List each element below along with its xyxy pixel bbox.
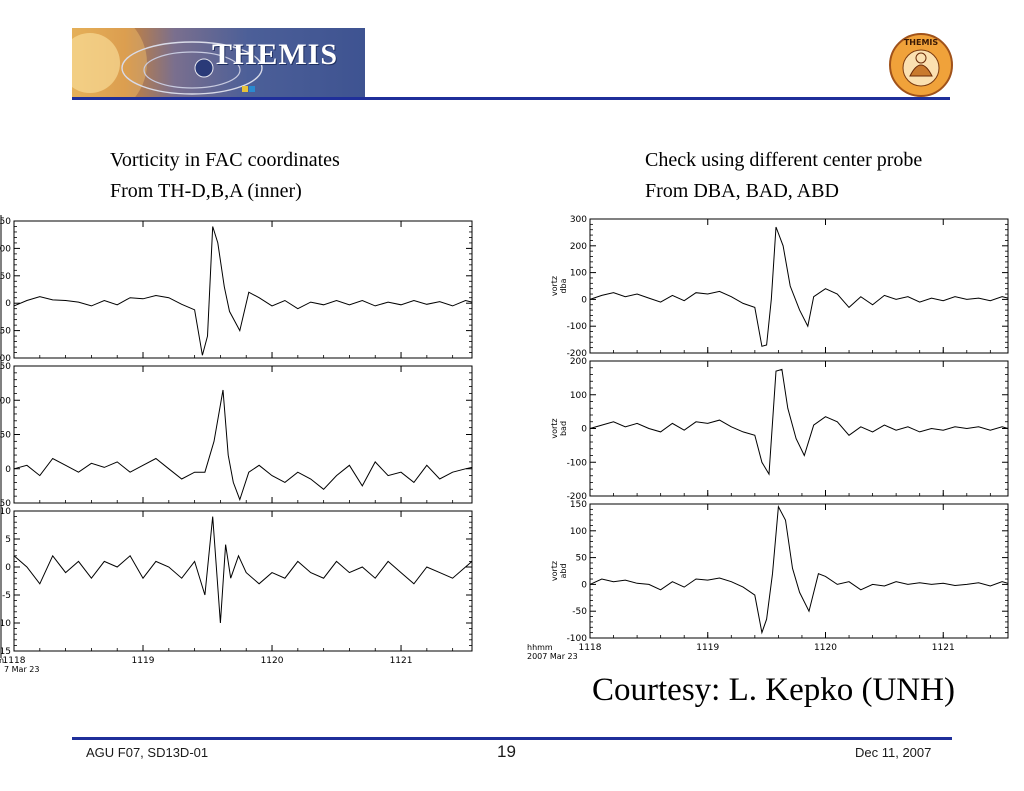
courtesy-text: Courtesy: L. Kepko (UNH) xyxy=(592,672,955,708)
y-tick-label: 100 xyxy=(570,527,587,537)
themis-logo: THEMIS xyxy=(889,33,953,97)
logo-text: THEMIS xyxy=(904,38,939,47)
y-tick-label: -100 xyxy=(567,458,588,468)
right-caption-line2: From DBA, BAD, ABD xyxy=(645,180,839,202)
footer-right: Dec 11, 2007 xyxy=(855,745,932,760)
x-tick-label: 1119 xyxy=(132,656,155,666)
y-tick-label: -200 xyxy=(567,492,588,502)
left-caption-line1: Vorticity in FAC coordinates xyxy=(110,149,340,171)
series-line xyxy=(13,389,473,502)
y-axis-label: bad xyxy=(559,421,568,436)
x-tick-label: 1120 xyxy=(261,656,284,666)
y-axis-label: abd xyxy=(559,563,568,578)
y-tick-label: -10 xyxy=(0,619,11,629)
left-caption-line2: From TH-D,B,A (inner) xyxy=(110,180,302,202)
y-tick-label: -50 xyxy=(0,327,11,337)
y-tick-label: -200 xyxy=(567,349,588,359)
y-tick-label: 150 xyxy=(0,362,11,372)
y-tick-label: -100 xyxy=(567,634,588,644)
x-tick-label: 1121 xyxy=(932,643,955,653)
banner-orbit-graphic xyxy=(72,28,263,98)
x-axis-date: 2007 Mar 23 xyxy=(527,652,578,661)
y-tick-label: 5 xyxy=(5,535,11,545)
x-tick-label: 1118 xyxy=(3,656,26,666)
panel-4: -200 -100 0 100 200 300 vortz dba xyxy=(550,215,1009,359)
series-line xyxy=(589,504,1009,635)
y-tick-label: -100 xyxy=(567,322,588,332)
header-rule xyxy=(365,97,950,100)
panel-2: -50050100150vortc xyxy=(0,362,473,509)
footer-left: AGU F07, SD13D-01 xyxy=(86,745,209,760)
series-line xyxy=(13,226,473,356)
y-axis-label: dba xyxy=(559,278,568,293)
y-tick-label: 10 xyxy=(0,507,11,517)
y-tick-label: 50 xyxy=(0,431,11,441)
y-axis-label: vortz xyxy=(550,418,559,438)
panel-frame xyxy=(589,218,1009,354)
panel-frame xyxy=(13,365,473,504)
left-caption: Vorticity in FAC coordinates From TH-D,B… xyxy=(110,145,340,207)
y-tick-label: 100 xyxy=(0,396,11,406)
themis-banner: THEMIS xyxy=(72,28,365,98)
series-line xyxy=(13,516,473,624)
y-tick-label: 150 xyxy=(0,217,11,227)
series-line xyxy=(589,368,1009,476)
y-tick-label: -5 xyxy=(2,591,11,601)
panel-frame xyxy=(13,510,473,652)
panel-6: -100 -50 0 50 100 150 vortz abd xyxy=(550,500,1009,644)
y-tick-label: 300 xyxy=(570,215,587,225)
y-tick-label: 50 xyxy=(576,554,588,564)
right-caption-line1: Check using different center probe xyxy=(645,149,923,171)
panel-5: -200 -100 0 100 200 vortz bad xyxy=(550,357,1009,502)
series-line xyxy=(589,226,1009,347)
x-tick-label: 1120 xyxy=(814,643,837,653)
page-number: 19 xyxy=(497,742,516,761)
x-axis-prefix: m xyxy=(0,656,4,665)
y-axis-label: vortz xyxy=(550,561,559,581)
panel-frame xyxy=(589,360,1009,497)
y-tick-label: 100 xyxy=(0,244,11,254)
y-tick-label: -50 xyxy=(572,607,587,617)
y-tick-label: 0 xyxy=(5,299,11,309)
footer-rule xyxy=(72,737,952,740)
y-tick-label: 50 xyxy=(0,272,11,282)
y-tick-label: -50 xyxy=(0,499,11,509)
x-axis-prefix: hhmm xyxy=(527,643,553,652)
x-axis-date: 7 Mar 23 xyxy=(4,665,39,674)
y-tick-label: 150 xyxy=(570,500,587,510)
y-axis-label: vortz xyxy=(550,276,559,296)
x-tick-label: 1119 xyxy=(696,643,719,653)
panel-frame xyxy=(589,503,1009,639)
header-rule-left xyxy=(72,97,365,100)
y-tick-label: -100 xyxy=(0,354,11,364)
y-tick-label: 100 xyxy=(570,269,587,279)
y-tick-label: 0 xyxy=(581,580,587,590)
y-tick-label: 0 xyxy=(5,465,11,475)
banner-title: THEMIS xyxy=(212,38,339,71)
x-tick-label: 1121 xyxy=(390,656,413,666)
y-tick-label: 200 xyxy=(570,357,587,367)
right-caption: Check using different center probe From … xyxy=(645,145,922,207)
panel-3: -15-10-50510vorty xyxy=(0,507,473,657)
y-tick-label: 0 xyxy=(5,563,11,573)
y-tick-label: 0 xyxy=(581,425,587,435)
panel-frame xyxy=(13,220,473,359)
y-tick-label: 200 xyxy=(570,242,587,252)
y-tick-label: -15 xyxy=(0,647,11,657)
x-tick-label: 1118 xyxy=(579,643,602,653)
y-tick-label: 0 xyxy=(581,295,587,305)
y-tick-label: 100 xyxy=(570,391,587,401)
